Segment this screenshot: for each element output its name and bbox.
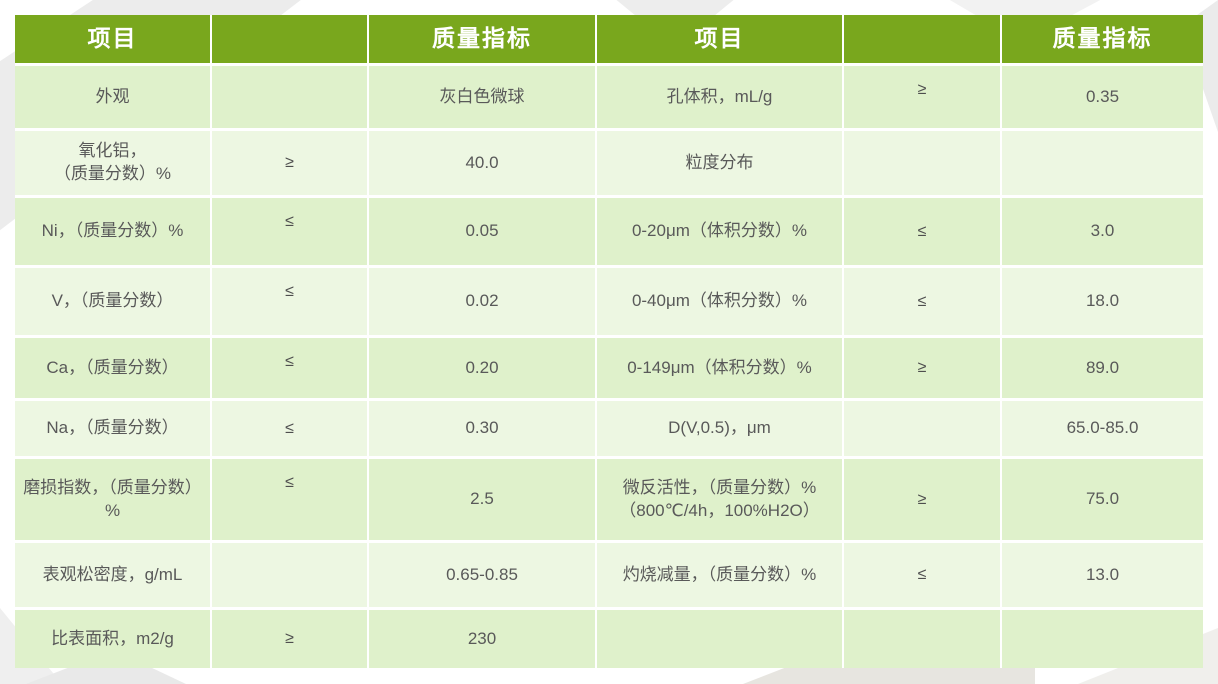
operator-cell-left: ≥ xyxy=(212,131,367,195)
operator-cell-left: ≤ xyxy=(212,268,367,335)
value-cell-left: 2.5 xyxy=(369,459,595,540)
value-cell-right: 65.0-85.0 xyxy=(1002,401,1203,456)
operator-cell-right xyxy=(844,131,1000,195)
operator-cell-right: ≥ xyxy=(844,459,1000,540)
item-cell-left: 表观松密度，g/mL xyxy=(15,543,210,607)
item-cell-right: 0-149μm（体积分数）% xyxy=(597,338,842,398)
spec-table: 项目 质量指标 项目 质量指标 外观 灰白色微球 孔体积，mL/g ≥ 0.35… xyxy=(15,15,1203,668)
item-cell-left: 磨损指数，（质量分数）% xyxy=(15,459,210,540)
operator-cell-right xyxy=(844,610,1000,668)
value-cell-right xyxy=(1002,131,1203,195)
operator-cell-left: ≥ xyxy=(212,610,367,668)
value-cell-right: 13.0 xyxy=(1002,543,1203,607)
item-cell-right: 微反活性，（质量分数）% （800℃/4h，100%H2O） xyxy=(597,459,842,540)
value-cell-left: 0.30 xyxy=(369,401,595,456)
value-cell-right: 0.35 xyxy=(1002,66,1203,128)
header-cell-op-right xyxy=(844,15,1000,63)
header-cell-item-right: 项目 xyxy=(597,15,842,63)
item-cell-right: 孔体积，mL/g xyxy=(597,66,842,128)
operator-cell-right xyxy=(844,401,1000,456)
header-cell-op-left xyxy=(212,15,367,63)
operator-cell-right: ≤ xyxy=(844,268,1000,335)
header-cell-value-left: 质量指标 xyxy=(369,15,595,63)
item-cell-left: V，（质量分数） xyxy=(15,268,210,335)
item-cell-right: 0-40μm（体积分数）% xyxy=(597,268,842,335)
operator-cell-right: ≤ xyxy=(844,543,1000,607)
item-cell-right: D(V,0.5)，μm xyxy=(597,401,842,456)
operator-cell-left xyxy=(212,543,367,607)
item-cell-right xyxy=(597,610,842,668)
operator-cell-left: ≤ xyxy=(212,198,367,265)
operator-cell-right: ≤ xyxy=(844,198,1000,265)
value-cell-left: 0.02 xyxy=(369,268,595,335)
item-cell-left: 外观 xyxy=(15,66,210,128)
value-cell-left: 40.0 xyxy=(369,131,595,195)
item-cell-left: Ca，（质量分数） xyxy=(15,338,210,398)
value-cell-left: 0.20 xyxy=(369,338,595,398)
header-cell-item-left: 项目 xyxy=(15,15,210,63)
operator-cell-left xyxy=(212,66,367,128)
header-cell-value-right: 质量指标 xyxy=(1002,15,1203,63)
value-cell-left: 230 xyxy=(369,610,595,668)
item-cell-right: 0-20μm（体积分数）% xyxy=(597,198,842,265)
value-cell-right xyxy=(1002,610,1203,668)
item-cell-left: 氧化铝， （质量分数）% xyxy=(15,131,210,195)
value-cell-right: 3.0 xyxy=(1002,198,1203,265)
value-cell-right: 89.0 xyxy=(1002,338,1203,398)
operator-cell-left: ≤ xyxy=(212,338,367,398)
value-cell-right: 18.0 xyxy=(1002,268,1203,335)
operator-cell-right: ≥ xyxy=(844,338,1000,398)
operator-cell-left: ≤ xyxy=(212,401,367,456)
operator-cell-left: ≤ xyxy=(212,459,367,540)
item-cell-left: Ni，（质量分数）% xyxy=(15,198,210,265)
background-shape xyxy=(743,667,1035,684)
value-cell-right: 75.0 xyxy=(1002,459,1203,540)
value-cell-left: 灰白色微球 xyxy=(369,66,595,128)
item-cell-right: 粒度分布 xyxy=(597,131,842,195)
item-cell-left: 比表面积，m2/g xyxy=(15,610,210,668)
operator-cell-right: ≥ xyxy=(844,66,1000,128)
value-cell-left: 0.65-0.85 xyxy=(369,543,595,607)
item-cell-right: 灼烧减量，（质量分数）% xyxy=(597,543,842,607)
item-cell-left: Na，（质量分数） xyxy=(15,401,210,456)
value-cell-left: 0.05 xyxy=(369,198,595,265)
